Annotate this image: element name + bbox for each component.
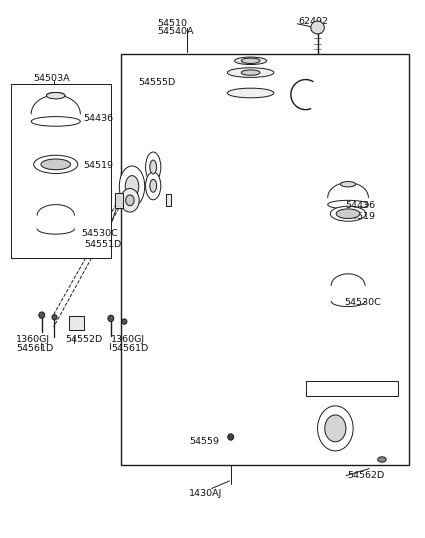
Ellipse shape	[126, 195, 134, 206]
Text: 1360GJ: 1360GJ	[111, 335, 145, 344]
Text: 62492: 62492	[298, 17, 329, 26]
Ellipse shape	[328, 200, 368, 209]
Text: 54503A: 54503A	[33, 74, 70, 83]
Ellipse shape	[317, 406, 353, 451]
Ellipse shape	[125, 175, 139, 197]
Ellipse shape	[227, 88, 274, 98]
Ellipse shape	[340, 181, 356, 187]
Text: 54519: 54519	[345, 213, 375, 222]
Text: 54551D: 54551D	[84, 240, 122, 249]
Ellipse shape	[330, 206, 366, 221]
Bar	[122, 54, 409, 465]
Ellipse shape	[150, 160, 156, 174]
Ellipse shape	[227, 68, 274, 77]
Ellipse shape	[311, 21, 324, 34]
Text: 54540A: 54540A	[157, 27, 194, 36]
Ellipse shape	[52, 315, 57, 320]
Text: 54559: 54559	[189, 437, 219, 447]
Text: 54510: 54510	[157, 19, 187, 28]
Ellipse shape	[31, 117, 80, 126]
Text: REF,50-517: REF,50-517	[308, 385, 371, 395]
Text: 54530C: 54530C	[344, 298, 380, 307]
Text: 54561D: 54561D	[111, 344, 148, 353]
Text: 1430AJ: 1430AJ	[189, 489, 223, 498]
Text: 54519: 54519	[83, 161, 113, 170]
Text: 54552D: 54552D	[65, 335, 103, 344]
Ellipse shape	[119, 166, 145, 207]
Ellipse shape	[39, 312, 45, 318]
Text: 54530C: 54530C	[81, 229, 118, 238]
Ellipse shape	[108, 315, 114, 322]
Text: 54561D: 54561D	[17, 344, 54, 353]
Ellipse shape	[241, 58, 260, 63]
Ellipse shape	[325, 415, 346, 442]
Ellipse shape	[41, 159, 71, 169]
Bar	[166, 194, 171, 206]
Ellipse shape	[235, 57, 267, 65]
Ellipse shape	[228, 434, 234, 440]
Text: 1360GJ: 1360GJ	[17, 335, 51, 344]
Text: 54436: 54436	[83, 114, 113, 123]
Bar	[306, 381, 398, 396]
Ellipse shape	[46, 93, 65, 99]
Text: 54555D: 54555D	[139, 78, 176, 87]
Bar	[11, 84, 111, 258]
Ellipse shape	[378, 457, 386, 462]
Bar	[69, 316, 84, 330]
Ellipse shape	[150, 179, 156, 192]
Ellipse shape	[122, 319, 127, 324]
Bar	[115, 193, 123, 208]
Text: 54562D: 54562D	[347, 471, 385, 480]
Text: 54436: 54436	[345, 201, 375, 210]
Ellipse shape	[336, 209, 360, 218]
Ellipse shape	[146, 172, 161, 200]
Ellipse shape	[241, 70, 260, 75]
Ellipse shape	[34, 155, 78, 173]
Ellipse shape	[121, 188, 139, 212]
Ellipse shape	[146, 152, 161, 182]
